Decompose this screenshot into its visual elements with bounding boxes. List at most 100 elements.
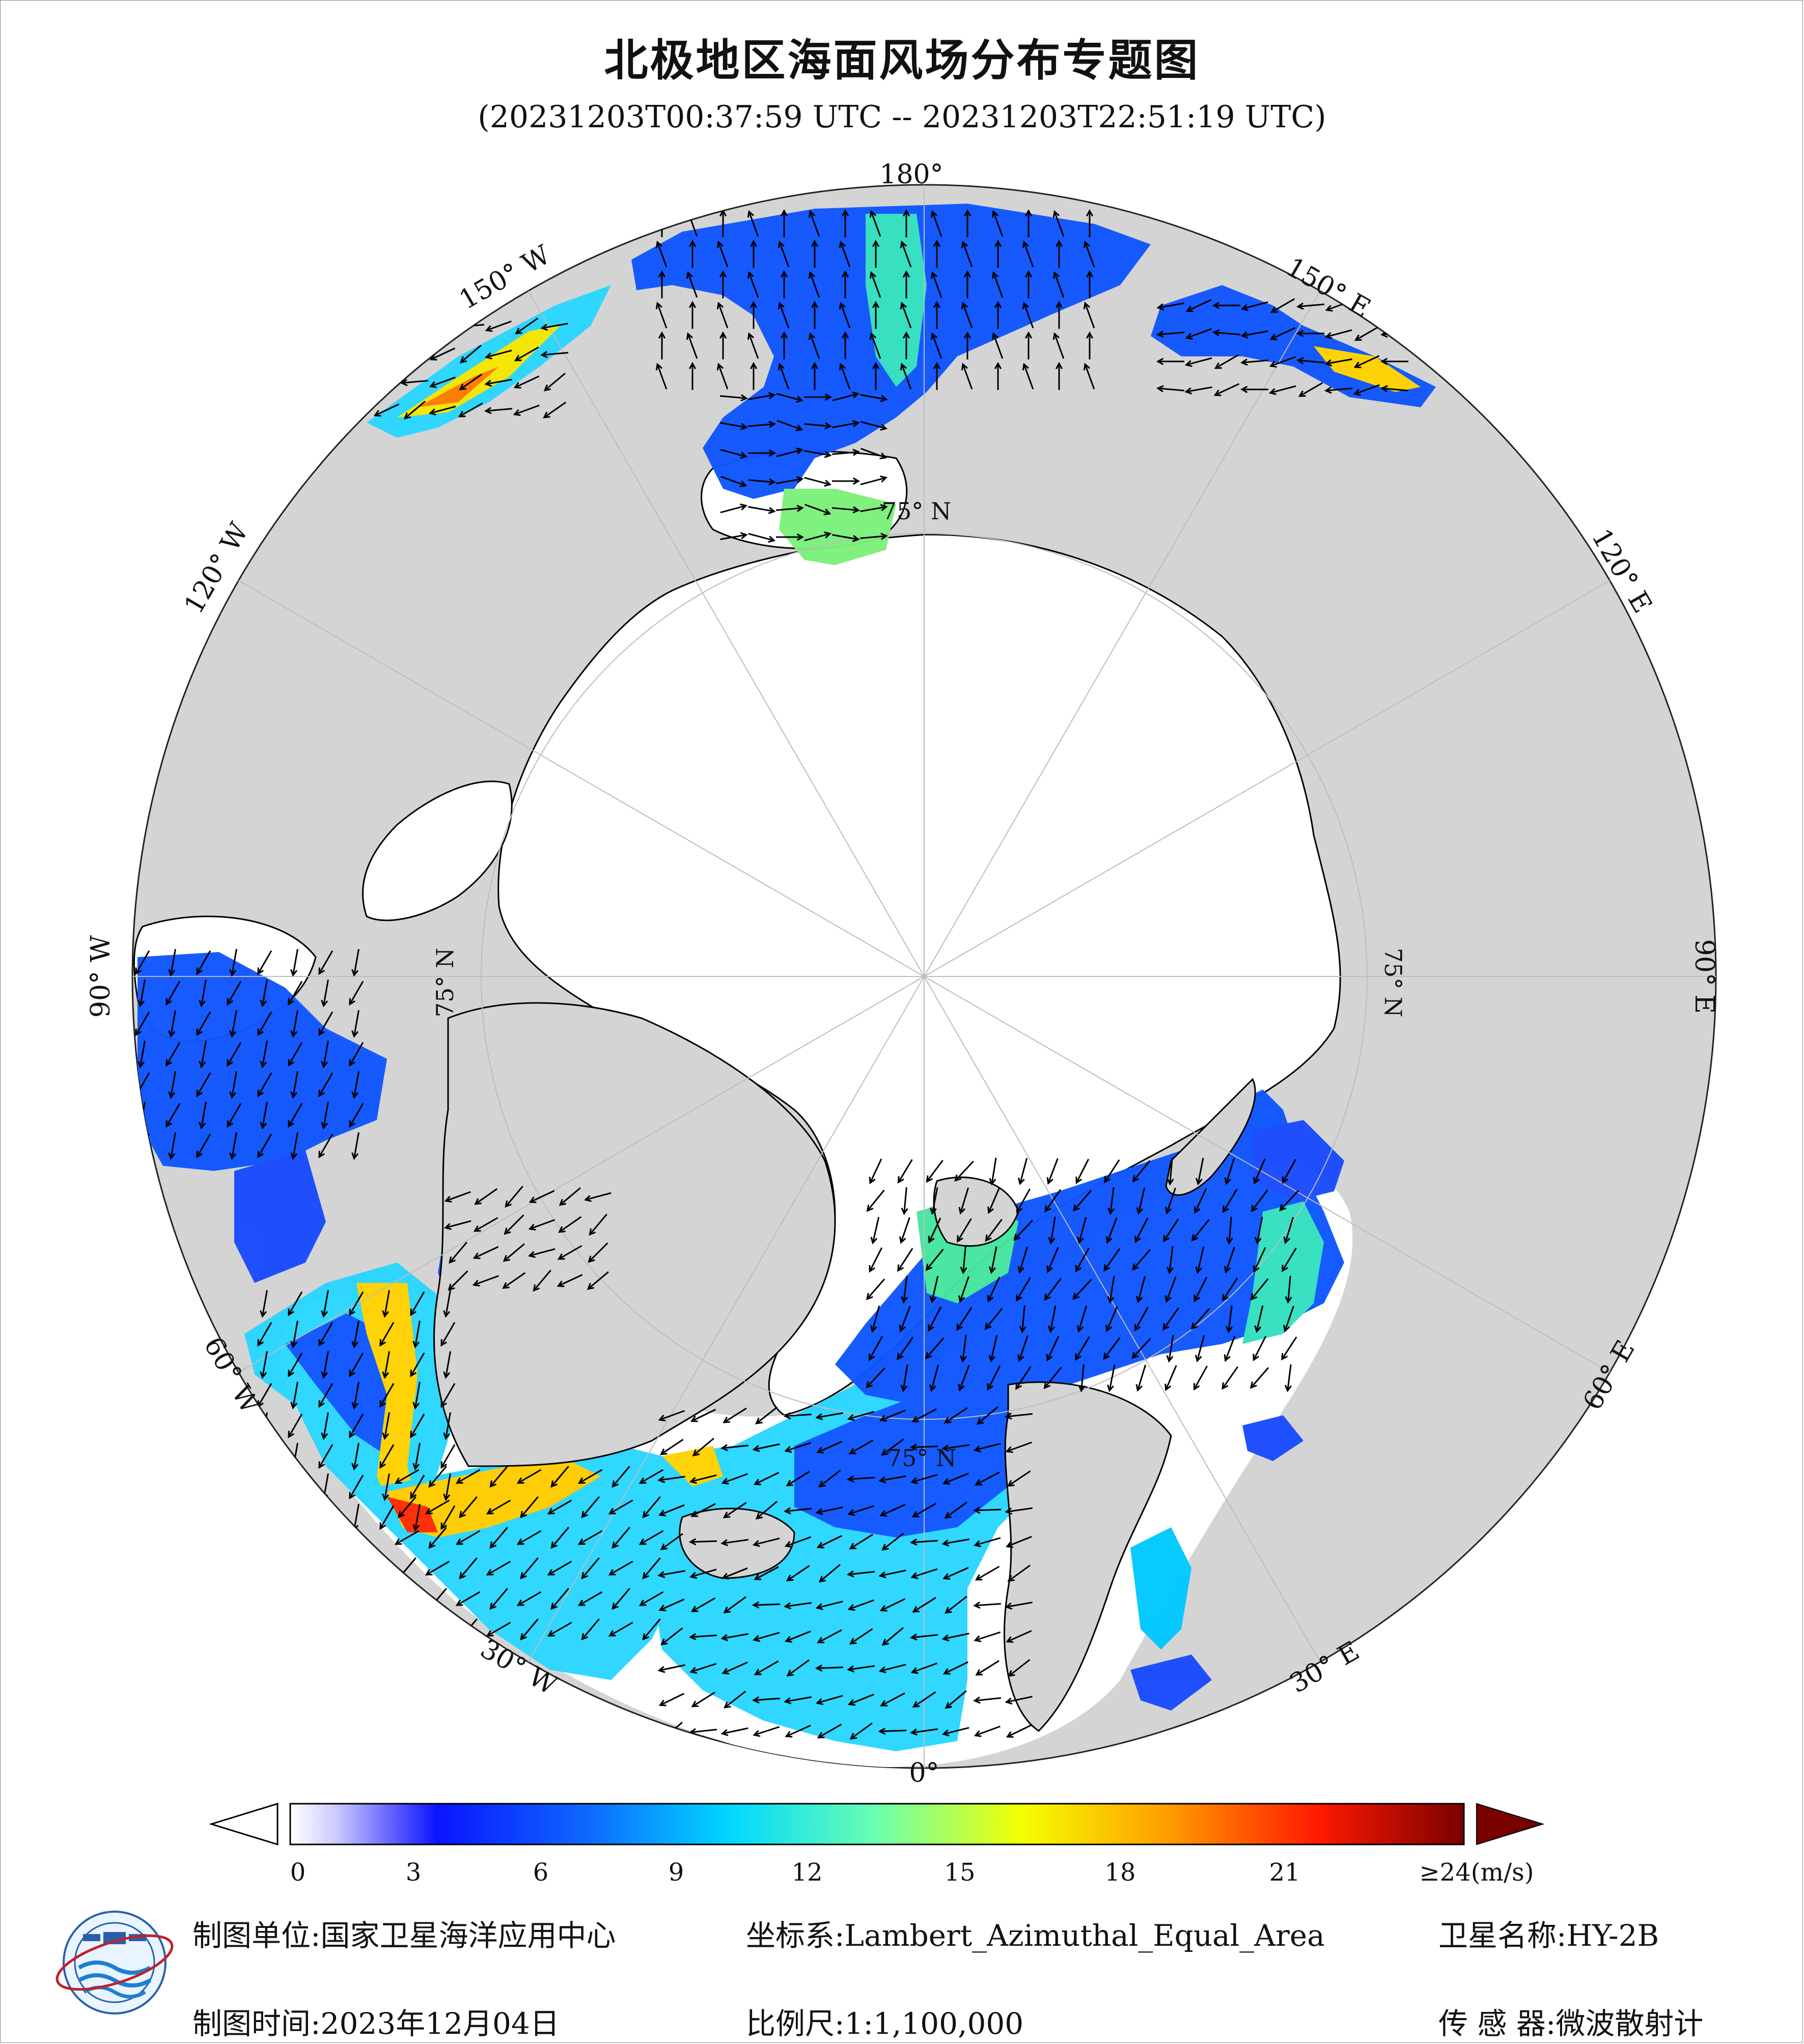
- wind-arrow: [686, 332, 698, 359]
- wind-arrow: [612, 1527, 630, 1549]
- footer-sensor-label: 传 感 器:: [1438, 2006, 1556, 2041]
- wind-arrow: [489, 1588, 508, 1610]
- wind-arrow: [1156, 385, 1185, 393]
- wind-arrow: [288, 1103, 303, 1128]
- wind-arrow: [1156, 330, 1185, 338]
- wind-arrow: [878, 1475, 906, 1483]
- wind-arrow: [660, 1533, 683, 1551]
- wind-arrow: [1240, 358, 1269, 366]
- wind-arrow: [747, 421, 776, 428]
- wind-arrow: [846, 1570, 875, 1578]
- wind-arrow: [440, 1322, 456, 1347]
- wind-arrow: [425, 1560, 450, 1576]
- wind-arrow: [443, 1220, 471, 1230]
- wind-arrow: [165, 1042, 181, 1067]
- wind-arrow: [879, 1409, 906, 1422]
- wind-arrow: [1076, 1305, 1088, 1333]
- wind-arrow: [688, 361, 697, 390]
- wind-arrow: [503, 1243, 525, 1262]
- wind-arrow: [720, 503, 748, 514]
- wind-arrow: [832, 477, 861, 485]
- wind-arrow: [776, 419, 803, 432]
- wind-arrow: [375, 345, 399, 362]
- wind-arrow: [1380, 385, 1409, 393]
- wind-arrow: [1226, 1216, 1233, 1245]
- colorbar-tick-12: 12: [791, 1858, 823, 1887]
- wind-arrow: [941, 1444, 969, 1452]
- wind-arrow: [961, 362, 973, 389]
- wind-arrow: [260, 1351, 268, 1379]
- wind-arrow: [543, 401, 567, 418]
- wind-arrow: [720, 1633, 748, 1641]
- wind-arrow: [1253, 1158, 1266, 1185]
- wind-arrow: [440, 1505, 456, 1530]
- wind-arrow: [879, 1504, 906, 1517]
- wind-arrow: [804, 477, 832, 487]
- wind-arrow: [878, 1570, 906, 1579]
- wind-arrow: [958, 1187, 969, 1215]
- wind-arrow: [785, 1725, 811, 1738]
- wind-arrow: [808, 271, 820, 298]
- wind-arrow: [505, 1186, 523, 1208]
- wind-arrow: [1222, 1366, 1239, 1390]
- wind-arrow: [1107, 1276, 1115, 1304]
- wind-arrow: [581, 1557, 600, 1580]
- wind-arrow: [459, 345, 482, 363]
- wind-arrow: [349, 1352, 364, 1378]
- wind-arrow: [550, 1588, 569, 1610]
- wind-arrow: [373, 403, 400, 417]
- wind-arrow: [910, 1662, 937, 1674]
- wind-arrow: [1195, 1335, 1205, 1363]
- wind-arrow: [958, 1276, 969, 1303]
- wind-arrow: [639, 1530, 664, 1545]
- wind-arrow: [974, 1631, 1001, 1642]
- wind-arrow: [1015, 1277, 1031, 1302]
- wind-arrow: [984, 1307, 1003, 1330]
- wind-arrow: [351, 1132, 359, 1160]
- wind-arrow: [1254, 1305, 1264, 1333]
- wind-arrow: [901, 1276, 908, 1304]
- wind-arrow: [1298, 382, 1323, 397]
- iceland: [679, 1507, 795, 1579]
- wind-arrow: [196, 950, 211, 975]
- wind-arrow: [1007, 1470, 1031, 1487]
- wind-arrow: [513, 404, 540, 416]
- wind-arrow: [520, 1496, 539, 1519]
- wind-arrow: [1136, 1187, 1146, 1215]
- wind-arrow: [721, 1662, 748, 1674]
- wind-arrow: [657, 1570, 685, 1578]
- wind-arrow: [900, 240, 912, 267]
- swath-white-sea: [1242, 1415, 1303, 1461]
- wind-arrow: [398, 1618, 417, 1641]
- wind-arrow: [870, 1305, 880, 1333]
- wind-arrow: [816, 1695, 843, 1705]
- wind-arrow: [804, 531, 832, 542]
- wind-arrow: [690, 1409, 716, 1422]
- wind-arrow: [686, 271, 698, 298]
- wind-arrow: [860, 475, 888, 486]
- wind-arrow: [831, 506, 861, 514]
- wind-arrow: [1013, 1219, 1033, 1241]
- wind-arrow: [577, 1530, 603, 1545]
- wind-arrow: [958, 1365, 970, 1392]
- wind-arrow: [720, 532, 748, 540]
- wind-arrow: [750, 361, 758, 390]
- wind-arrow: [815, 1601, 843, 1610]
- wind-arrow: [1134, 1306, 1149, 1332]
- wind-arrow: [942, 1567, 969, 1580]
- nsoas-logo: [55, 1911, 174, 2014]
- wind-arrow: [516, 1530, 542, 1545]
- wind-arrow: [473, 1217, 498, 1232]
- wind-arrow: [755, 1501, 778, 1520]
- wind-arrow: [1164, 1276, 1177, 1303]
- wind-arrow: [379, 1383, 395, 1408]
- wind-arrow: [474, 1188, 498, 1205]
- wind-arrow: [1048, 1217, 1056, 1245]
- wind-arrow: [489, 1466, 508, 1488]
- wind-arrow: [137, 979, 146, 1007]
- wind-arrow: [318, 1322, 334, 1347]
- wind-arrow: [808, 332, 820, 359]
- wind-arrow: [608, 1499, 633, 1515]
- wind-arrow: [872, 239, 880, 268]
